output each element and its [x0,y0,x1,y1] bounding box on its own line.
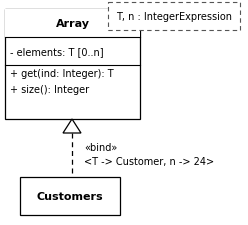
Polygon shape [63,119,81,133]
Text: Array: Array [56,19,90,29]
Bar [20,177,120,215]
Bar [108,3,240,31]
Text: T, n : IntegerExpression: T, n : IntegerExpression [116,12,232,22]
Text: «bind»: «bind» [84,142,117,152]
Text: <T -> Customer, n -> 24>: <T -> Customer, n -> 24> [84,156,214,166]
Text: Customers: Customers [37,191,103,201]
Text: - elements: T [0..n]: - elements: T [0..n] [10,47,104,57]
Bar [5,10,140,119]
Text: + get(ind: Integer): T: + get(ind: Integer): T [10,69,114,79]
Text: + size(): Integer: + size(): Integer [10,85,89,94]
Bar [5,10,140,38]
